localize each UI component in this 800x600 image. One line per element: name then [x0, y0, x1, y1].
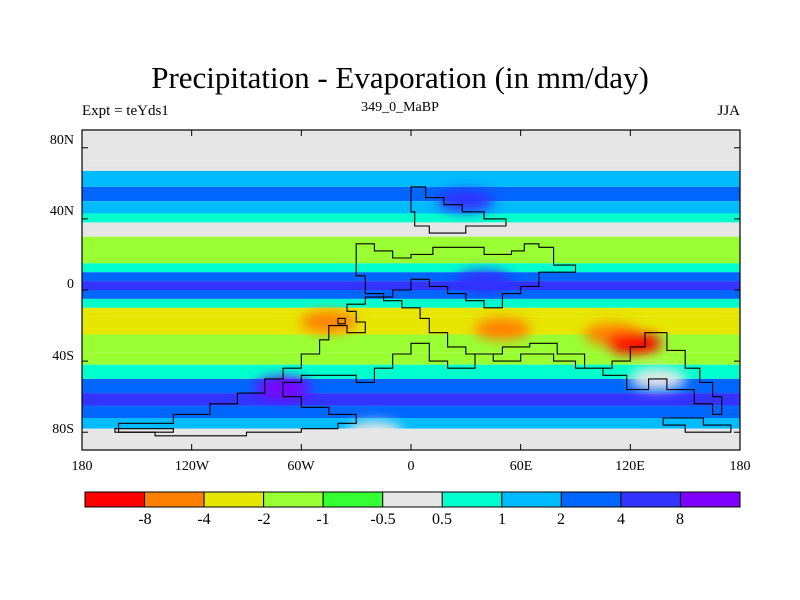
field-anomaly [605, 332, 662, 355]
field-band [82, 272, 740, 282]
season-label: JJA [717, 103, 740, 119]
x-tick-label: 120E [615, 459, 645, 474]
landmass-outline [114, 428, 174, 433]
colorbar-label: 8 [676, 511, 684, 528]
field-band [82, 213, 740, 223]
y-tick-label: 40N [49, 204, 74, 219]
field-band [82, 418, 740, 429]
field-band [82, 222, 740, 237]
field-band [82, 405, 740, 418]
field-band [82, 316, 740, 335]
landmass-outline [118, 243, 723, 437]
landmass-outline [662, 417, 732, 433]
colorbar [84, 491, 741, 508]
field-anomaly [300, 311, 357, 333]
field-anomaly [437, 190, 494, 213]
x-tick-label: 60E [509, 459, 533, 474]
colorbar-label: -8 [138, 511, 152, 528]
y-tick-label: 80N [49, 133, 74, 148]
contour-field [82, 130, 740, 450]
colorbar-box [263, 491, 324, 508]
axis-ticks [81, 130, 741, 450]
colorbar-box [144, 491, 205, 508]
landmass-outline [410, 186, 507, 234]
colorbar-label: -0.5 [370, 511, 396, 528]
field-band [82, 160, 740, 171]
field-anomaly [346, 421, 403, 444]
field-band [82, 263, 740, 273]
colorbar-box [679, 491, 741, 508]
x-tick-label: 120W [174, 459, 210, 474]
y-tick-label: 80S [52, 422, 74, 437]
landmass-outline [337, 317, 346, 325]
colorbar-label: 0.5 [432, 511, 452, 528]
colorbar-label: -1 [316, 511, 330, 528]
colorbar-box [560, 491, 622, 508]
chart-title: Precipitation - Evaporation (in mm/day) [151, 60, 649, 95]
x-tick-label: 0 [407, 459, 415, 474]
colorbar-label: 4 [617, 511, 625, 528]
period-label: 349_0_MaBP [361, 100, 439, 115]
field-band [82, 393, 740, 406]
colorbar-label: -2 [257, 511, 271, 528]
field-band [82, 290, 740, 299]
colorbar-label: -4 [197, 511, 211, 528]
x-tick-label: 60W [287, 459, 315, 474]
colorbar-box [382, 491, 443, 508]
colorbar-box [84, 491, 146, 508]
colorbar-box [441, 491, 503, 508]
experiment-label: Expt = teYds1 [82, 103, 169, 119]
field-anomaly [456, 270, 513, 293]
colorbar-box [620, 491, 681, 508]
colorbar-label: 2 [557, 511, 565, 528]
field-anomaly [474, 318, 531, 341]
colorbar-box [501, 491, 562, 508]
land-outlines [114, 186, 732, 437]
field-band [82, 170, 740, 187]
y-tick-label: 40S [52, 349, 74, 364]
x-tick-label: 180 [729, 459, 751, 474]
colorbar-box [322, 491, 384, 508]
field-band [82, 307, 740, 317]
y-tick-label: 0 [67, 277, 74, 292]
colorbar-label: 1 [498, 511, 506, 528]
colorbar-box [203, 491, 265, 508]
field-band [82, 378, 740, 394]
x-tick-label: 180 [71, 459, 93, 474]
field-band [82, 298, 740, 308]
field-band [82, 236, 740, 251]
